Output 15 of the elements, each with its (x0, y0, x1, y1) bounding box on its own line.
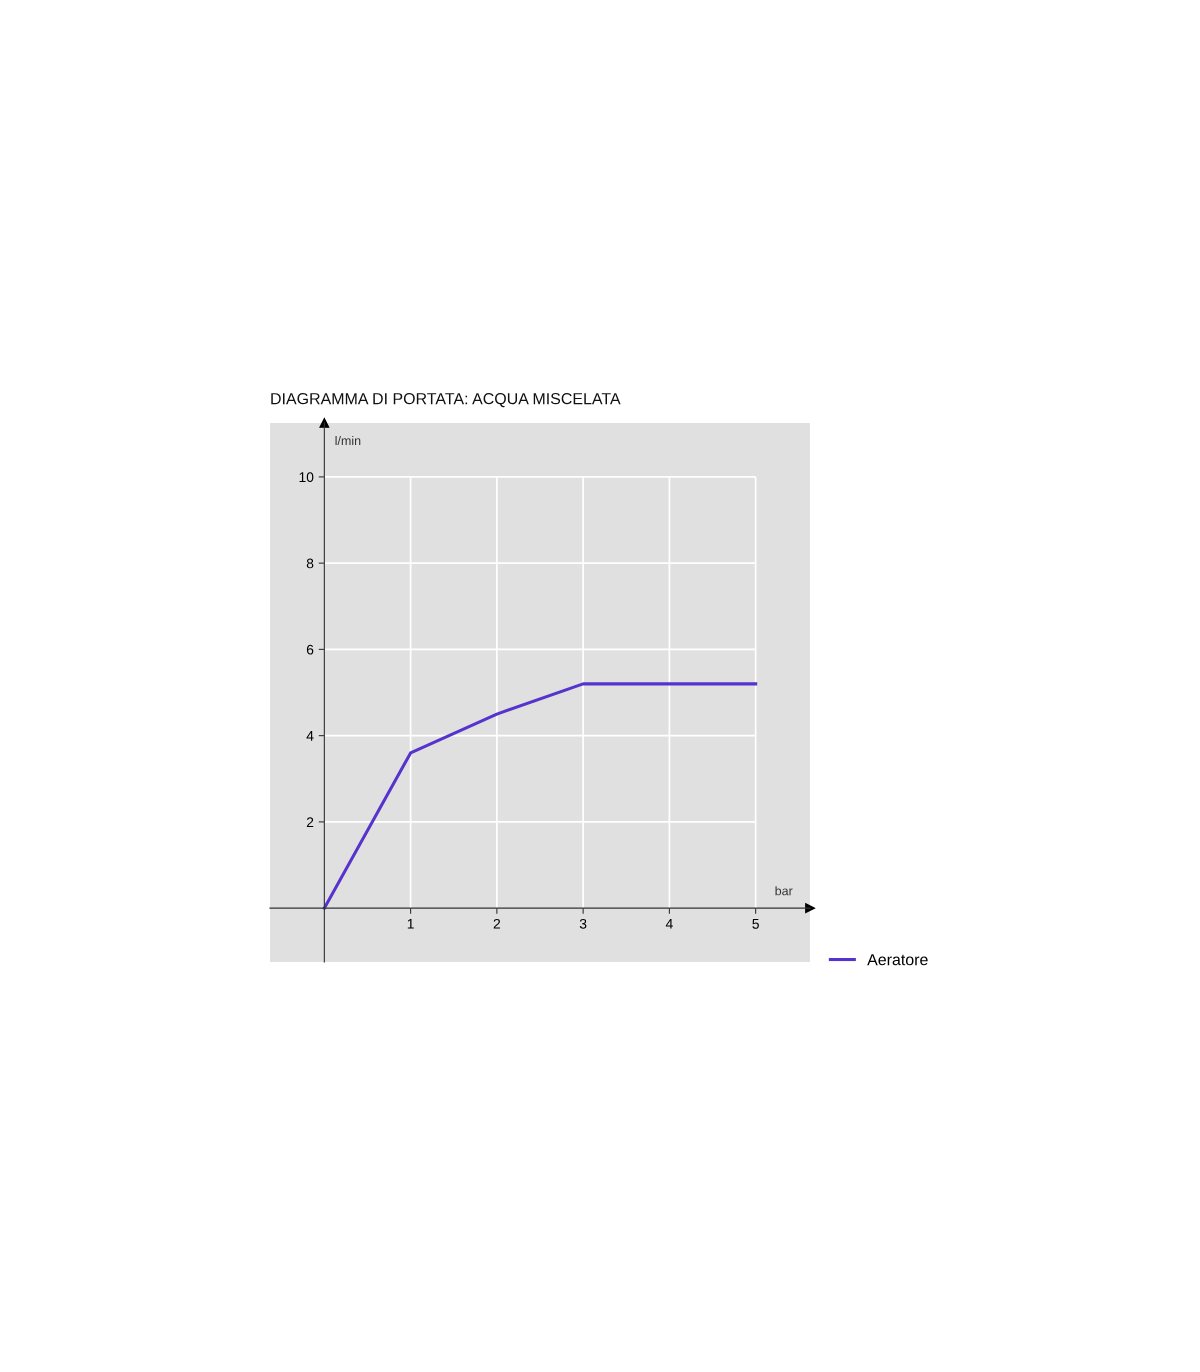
y-tick-label: 8 (306, 558, 314, 569)
y-tick-label: 4 (306, 731, 314, 741)
y-tick-label: 2 (306, 817, 314, 827)
y-tick-label: 6 (306, 644, 314, 655)
line-series (322, 682, 758, 910)
y-axis-title: l/min (335, 435, 361, 446)
y-tick-label: 10 (299, 472, 314, 483)
x-tick-label: 5 (752, 919, 759, 929)
x-tick-label: 1 (407, 919, 414, 929)
x-axis-title: bar (775, 886, 793, 896)
x-tick-label: 4 (665, 919, 673, 929)
chart-title: DIAGRAMMA DI PORTATA: ACQUA MISCELATA (271, 392, 621, 408)
x-tick-label: 2 (493, 918, 501, 929)
legend-label: Aeratore (867, 954, 928, 966)
x-tick-label: 3 (579, 918, 587, 929)
